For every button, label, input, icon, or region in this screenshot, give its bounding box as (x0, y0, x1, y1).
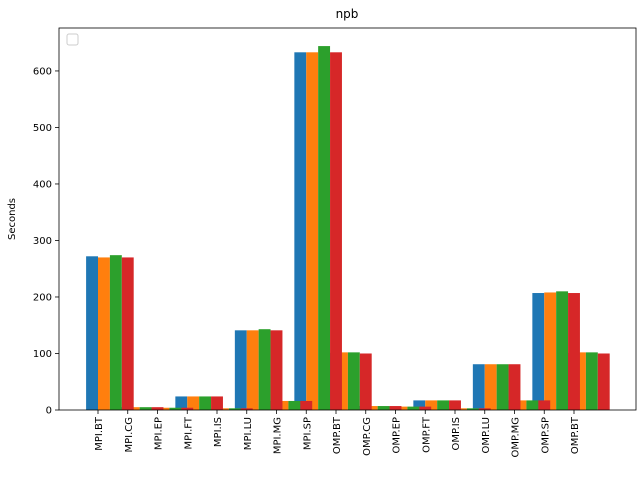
legend-box (66, 33, 79, 46)
bar (538, 400, 551, 410)
bar (478, 408, 491, 410)
bar (211, 396, 223, 410)
x-tick-label: OMP.MG (511, 417, 522, 458)
y-tick-label: 500 (33, 123, 52, 134)
bar (246, 330, 259, 410)
bar (199, 396, 212, 410)
bar (377, 406, 390, 410)
axes-frame (58, 27, 637, 411)
x-tick-label: OMP.SP (540, 417, 551, 454)
x-tick-label: MPI.SP (302, 417, 313, 450)
x-tick-label: OMP.IS (451, 417, 462, 450)
bar (508, 364, 521, 410)
bar (276, 400, 289, 410)
bar (395, 406, 408, 410)
bar (407, 406, 420, 410)
bar (466, 408, 479, 410)
bar (347, 352, 360, 410)
bar (556, 291, 569, 410)
bar (98, 257, 110, 410)
bar (359, 353, 372, 410)
bar (187, 396, 200, 410)
bar (544, 292, 557, 410)
x-tick-label: OMP.LU (481, 417, 492, 454)
bar (597, 353, 610, 410)
bar (139, 407, 152, 410)
x-tick-label: MPI.CG (124, 417, 135, 453)
bar (270, 330, 283, 410)
y-tick-label: 300 (33, 236, 52, 247)
bar (181, 407, 194, 410)
bar (484, 364, 497, 410)
y-tick-label: 0 (46, 406, 52, 417)
x-tick-label: OMP.EP (392, 417, 403, 454)
chart-title: npb (336, 7, 359, 21)
bar (425, 400, 438, 410)
bar (234, 330, 247, 410)
bar (455, 408, 467, 410)
bar (532, 293, 545, 410)
bar (472, 364, 485, 410)
x-tick-label: MPI.LU (243, 417, 254, 450)
x-tick-label: OMP.FT (421, 416, 432, 453)
bar (151, 407, 164, 410)
bar (294, 52, 307, 410)
bar (169, 407, 182, 410)
bar (496, 364, 509, 410)
x-tick-label: OMP.CG (362, 417, 373, 456)
bar (526, 400, 539, 410)
bar (437, 400, 450, 410)
x-tick-label: OMP.BT (570, 416, 581, 454)
bar (419, 406, 432, 410)
bar (318, 46, 331, 411)
x-tick-label: MPI.FT (183, 416, 194, 449)
bar (413, 400, 426, 410)
bar (336, 352, 348, 410)
bar (365, 406, 378, 410)
x-tick-label: MPI.EP (154, 417, 165, 450)
x-tick-label: OMP.BT (332, 416, 343, 454)
bar (306, 52, 319, 410)
bar (175, 396, 188, 410)
bar (300, 400, 313, 410)
bar (389, 406, 402, 410)
y-axis-label: Seconds (7, 198, 18, 240)
bar (86, 256, 98, 410)
x-tick-label: MPI.IS (213, 417, 224, 447)
x-tick-label: MPI.MG (273, 417, 284, 454)
y-tick-label: 400 (33, 179, 52, 190)
bar (585, 352, 598, 410)
bar (258, 329, 271, 410)
bar (121, 257, 134, 410)
bar (228, 408, 241, 410)
bar (109, 255, 122, 410)
bar (568, 293, 580, 410)
bar (240, 408, 253, 410)
bar (288, 400, 301, 410)
bar (449, 400, 461, 410)
y-tick-label: 100 (33, 349, 52, 360)
y-tick-label: 600 (33, 66, 52, 77)
x-tick-label: MPI.BT (94, 416, 105, 451)
y-tick-label: 200 (33, 292, 52, 303)
bar (330, 52, 342, 410)
